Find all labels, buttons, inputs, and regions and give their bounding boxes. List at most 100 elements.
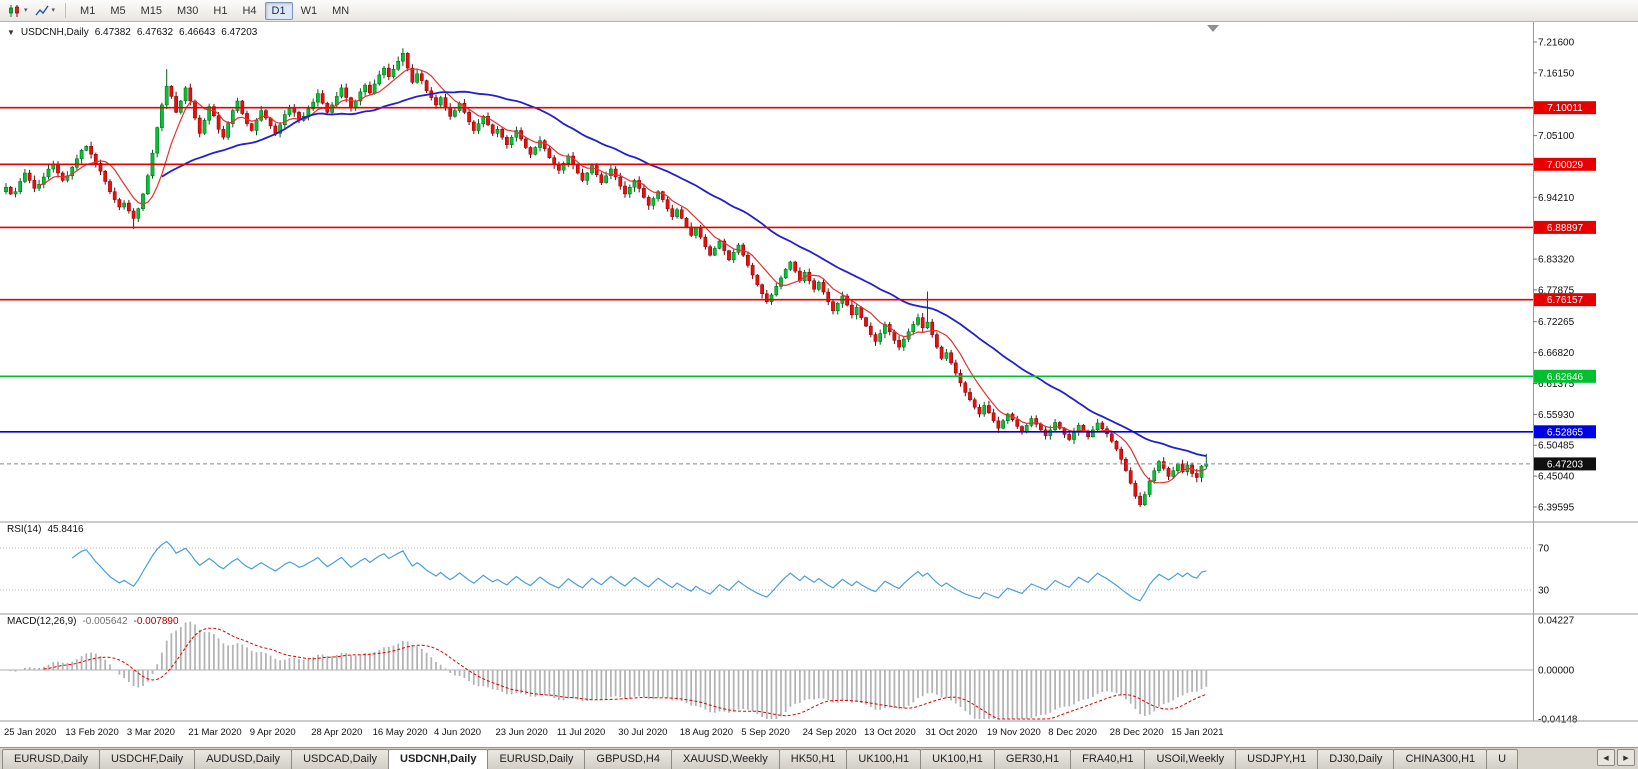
svg-text:15 Jan 2021: 15 Jan 2021 [1171,727,1223,738]
tab-scroll-right-icon[interactable]: ▶ [1617,749,1635,766]
chart-tab-uk100-h1[interactable]: UK100,H1 [920,749,995,769]
svg-text:70: 70 [1538,544,1550,555]
svg-text:-0.04148: -0.04148 [1538,715,1578,726]
rsi-label: RSI(14) 45.8416 [7,524,84,535]
chart-tab-usdcnh-daily[interactable]: USDCNH,Daily [388,749,489,769]
chart-type-button[interactable]: ▾ [4,2,31,20]
svg-text:0.00000: 0.00000 [1538,666,1575,677]
svg-text:8 Dec 2020: 8 Dec 2020 [1048,727,1097,738]
svg-text:18 Aug 2020: 18 Aug 2020 [680,727,733,738]
price-badge: 6.76157 [1534,293,1596,307]
chart-tab-usoil-weekly[interactable]: USOil,Weekly [1144,749,1237,769]
svg-text:7.21600: 7.21600 [1538,38,1575,49]
svg-text:4 Jun 2020: 4 Jun 2020 [434,727,481,738]
ohlc-open: 6.47382 [94,27,131,38]
svg-text:21 Mar 2020: 21 Mar 2020 [188,727,241,738]
svg-text:30 Jul 2020: 30 Jul 2020 [618,727,667,738]
indicators-button[interactable]: ▾ [32,2,59,20]
svg-text:13 Oct 2020: 13 Oct 2020 [864,727,916,738]
svg-text:6.47203: 6.47203 [1547,459,1584,470]
chart-shift-marker[interactable] [1207,25,1219,32]
date-axis: 25 Jan 2020 13 Feb 2020 3 Mar 2020 21 Mar 2… [4,727,1223,738]
tab-scroll-left-icon[interactable]: ◀ [1597,749,1615,766]
svg-text:28 Apr 2020: 28 Apr 2020 [311,727,362,738]
candlestick-chart-icon [9,4,19,17]
svg-text:9 Apr 2020: 9 Apr 2020 [250,727,296,738]
chart-tab-ger30-h1[interactable]: GER30,H1 [993,749,1072,769]
macd-panel: 0.04227 0.00000 -0.04148 [0,616,1578,726]
svg-text:6.61375: 6.61375 [1538,379,1575,390]
timeframe-button-w1[interactable]: W1 [300,4,318,17]
chart-tab-fra40-h1[interactable]: FRA40,H1 [1070,749,1146,769]
svg-text:16 May 2020: 16 May 2020 [373,727,428,738]
price-chart[interactable]: 70 30 0.04227 0.00000 -0.04148 25 Jan 2020 13 … [0,22,1638,747]
timeframe-button-m30[interactable]: M30 [177,4,199,17]
chart-tab-usdcad-daily[interactable]: USDCAD,Daily [291,749,390,769]
timeframe-button-h1[interactable]: H1 [213,4,228,17]
macd-name: MACD(12,26,9) [7,616,77,627]
svg-text:31 Oct 2020: 31 Oct 2020 [926,727,978,738]
svg-text:6.45040: 6.45040 [1538,472,1575,483]
chart-tab-gbpusd-h4[interactable]: GBPUSD,H4 [584,749,672,769]
chart-tab-audusd-daily[interactable]: AUDUSD,Daily [194,749,293,769]
svg-text:6.77875: 6.77875 [1538,285,1575,296]
ma-fast-line [38,68,1207,484]
svg-text:19 Nov 2020: 19 Nov 2020 [987,727,1041,738]
macd-signal-value: -0.007890 [133,616,179,627]
svg-text:30: 30 [1538,586,1550,597]
panel-separators [0,22,1638,722]
symbol-period-label: USDCNH,Daily [20,27,89,38]
rsi-value: 45.8416 [47,524,84,535]
ohlc-close: 6.47203 [221,27,258,38]
svg-text:23 Jun 2020: 23 Jun 2020 [496,727,548,738]
chart-tab-uk100-h1[interactable]: UK100,H1 [846,749,922,769]
svg-text:5 Sep 2020: 5 Sep 2020 [741,727,790,738]
chevron-down-icon: ▾ [51,7,56,14]
chart-tab-eurusd-daily[interactable]: EURUSD,Daily [2,749,100,769]
svg-text:7.16150: 7.16150 [1538,68,1575,79]
chart-tab-usdchf-daily[interactable]: USDCHF,Daily [98,749,196,769]
main-panel [0,25,1533,507]
timeframe-button-d1[interactable]: D1 [264,1,293,20]
chart-tab-dj30-daily[interactable]: DJ30,Daily [1317,749,1395,769]
svg-text:6.50485: 6.50485 [1538,441,1575,452]
chart-tab-eurusd-daily[interactable]: EURUSD,Daily [487,749,586,769]
svg-text:13 Feb 2020: 13 Feb 2020 [65,727,118,738]
svg-text:6.83320: 6.83320 [1538,255,1575,266]
svg-text:6.94210: 6.94210 [1538,193,1575,204]
macd-signal-line [43,627,1207,720]
chart-tab-usdjpy-h1[interactable]: USDJPY,H1 [1235,749,1319,769]
price-badge: 6.47203 [1534,457,1596,471]
line-chart-icon [34,5,49,15]
svg-text:25 Jan 2020: 25 Jan 2020 [4,727,56,738]
chart-tab-hk50-h1[interactable]: HK50,H1 [778,749,848,769]
ma-slow-line [161,90,1207,457]
price-badge: 7.10011 [1534,101,1596,115]
svg-text:7.05100: 7.05100 [1538,131,1575,142]
timeframe-button-m1[interactable]: M1 [80,4,96,17]
tab-scroll-buttons: ◀ ▶ [1594,749,1638,769]
rsi-line [71,540,1207,602]
svg-text:11 Jul 2020: 11 Jul 2020 [557,727,605,738]
top-toolbar: ▾ ▾ M1 M5 M15 M30 H1 H4 D1 W1 MN [0,0,1638,22]
expand-quotes-icon[interactable]: ▼ [7,28,15,37]
macd-histogram [9,621,1208,719]
chart-tab-china300-h1[interactable]: CHINA300,H1 [1393,749,1488,769]
svg-text:6.62646: 6.62646 [1547,372,1584,383]
svg-text:6.39595: 6.39595 [1538,503,1575,514]
timeframe-button-mn[interactable]: MN [332,4,350,17]
timeframe-button-m5[interactable]: M5 [110,4,126,17]
svg-text:6.76157: 6.76157 [1547,295,1584,306]
macd-main-value: -0.005642 [82,616,128,627]
chart-tab-xauusd-weekly[interactable]: XAUUSD,Weekly [670,749,780,769]
timeframe-button-h4[interactable]: H4 [242,4,257,17]
toolbar-separator [65,3,67,18]
timeframe-button-m15[interactable]: M15 [140,4,162,17]
rsi-panel: 70 30 [0,540,1550,602]
chevron-down-icon: ▾ [24,7,28,14]
candles-series [4,48,1209,507]
chart-tab-u[interactable]: U [1486,749,1519,769]
svg-text:6.52865: 6.52865 [1547,427,1584,438]
price-axis[interactable]: 7.21600 7.16150 7.05100 6.94210 6.83320 6.778… [1533,38,1596,514]
